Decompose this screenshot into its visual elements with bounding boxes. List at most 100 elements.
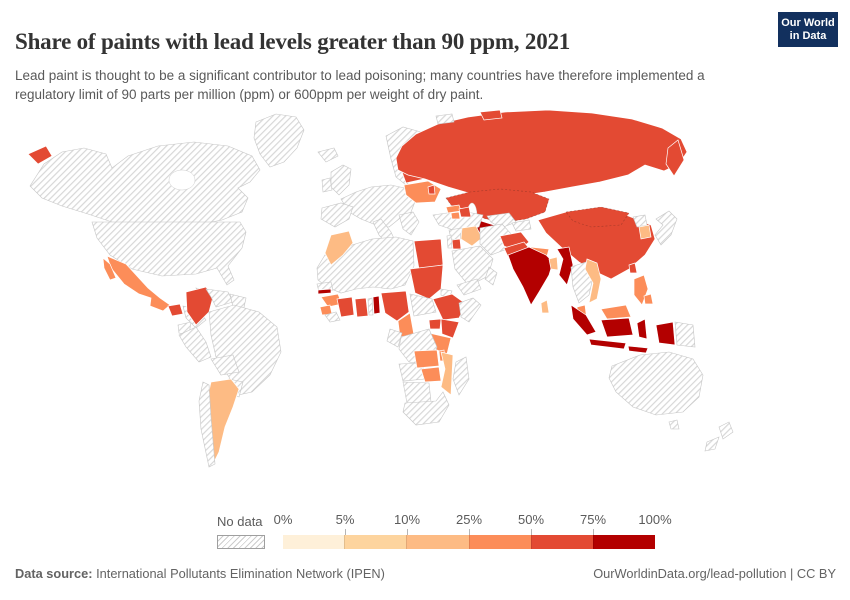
legend-bin-75-100[interactable] xyxy=(592,535,656,549)
country-uzbekistan[interactable] xyxy=(486,212,517,229)
legend-bin-0-5[interactable] xyxy=(283,535,345,549)
country-gambia[interactable] xyxy=(317,288,332,295)
legend-no-data-swatch[interactable] xyxy=(217,535,265,549)
country-taiwan[interactable] xyxy=(628,262,638,274)
legend-tick-10: 10% xyxy=(393,512,421,527)
country-uganda[interactable] xyxy=(428,318,442,330)
legend-bin-10-25[interactable] xyxy=(406,535,469,549)
country-malaysia-borneo[interactable] xyxy=(600,304,632,320)
country-greenland[interactable] xyxy=(253,113,305,168)
data-source-text: International Pollutants Elimination Net… xyxy=(92,566,385,581)
legend-tick-labels: 0% 5% 10% 25% 50% 75% 100% xyxy=(274,512,672,528)
country-liberia[interactable] xyxy=(324,311,341,323)
country-australia[interactable] xyxy=(608,351,704,416)
country-indonesia-kalimantan[interactable] xyxy=(600,317,634,338)
country-yemen[interactable] xyxy=(456,278,482,296)
legend-bin-25-50[interactable] xyxy=(468,535,531,549)
country-indonesia-sumatra[interactable] xyxy=(570,304,597,336)
country-papua-new-guinea[interactable] xyxy=(674,321,696,348)
map-legend: No data 0% 5% 10% 25% 50% 75% 100% xyxy=(0,510,850,556)
country-india[interactable] xyxy=(507,246,554,306)
country-mexico[interactable] xyxy=(106,255,171,312)
region-svalbard[interactable] xyxy=(435,113,455,125)
country-oman[interactable] xyxy=(484,266,498,286)
country-zambia[interactable] xyxy=(413,349,440,369)
country-philippines-south[interactable] xyxy=(643,293,654,305)
country-myanmar[interactable] xyxy=(556,246,574,286)
region-balkans[interactable] xyxy=(398,211,420,236)
country-morocco[interactable] xyxy=(324,230,354,266)
legend-tick-25: 25% xyxy=(455,512,483,527)
country-cote-divoire[interactable] xyxy=(336,296,355,318)
country-chile[interactable] xyxy=(198,381,216,468)
country-zimbabwe[interactable] xyxy=(420,366,442,383)
footer-separator: | xyxy=(786,566,797,581)
legend-tick-100: 100% xyxy=(638,512,672,527)
country-japan[interactable] xyxy=(654,210,678,246)
owid-logo[interactable]: Our World in Data xyxy=(778,12,838,48)
license-label[interactable]: CC BY xyxy=(796,566,836,581)
country-mozambique[interactable] xyxy=(440,351,454,396)
region-iberia[interactable] xyxy=(320,202,354,228)
legend-tick-50: 50% xyxy=(517,512,545,527)
country-indonesia-sulawesi[interactable] xyxy=(636,318,648,340)
country-iceland[interactable] xyxy=(317,147,339,163)
country-australia-tasmania[interactable] xyxy=(668,419,680,430)
country-canada[interactable] xyxy=(29,141,261,228)
country-vietnam[interactable] xyxy=(584,258,602,304)
country-united-states[interactable] xyxy=(91,221,247,286)
region-car-south-sudan[interactable] xyxy=(409,293,437,317)
country-new-zealand-south[interactable] xyxy=(704,436,720,452)
country-azerbaijan[interactable] xyxy=(458,206,472,218)
country-moldova[interactable] xyxy=(427,184,436,195)
country-armenia[interactable] xyxy=(450,211,461,220)
country-indonesia-java[interactable] xyxy=(588,338,627,350)
country-peru[interactable] xyxy=(178,326,212,363)
owid-logo-line1: Our World xyxy=(781,17,835,29)
country-guatemala[interactable] xyxy=(167,303,184,317)
country-sudan[interactable] xyxy=(409,264,444,300)
region-kyrgyzstan-tajikistan[interactable] xyxy=(511,219,532,232)
country-iraq[interactable] xyxy=(460,225,483,247)
country-russia-chukotka[interactable] xyxy=(27,145,53,165)
region-namibia-botswana[interactable] xyxy=(402,381,432,404)
country-egypt[interactable] xyxy=(413,238,444,270)
chart-subtitle: Lead paint is thought to be a significan… xyxy=(15,67,705,103)
country-south-africa[interactable] xyxy=(402,391,450,426)
country-nigeria[interactable] xyxy=(380,290,410,322)
owid-link[interactable]: OurWorldinData.org/lead-pollution xyxy=(593,566,787,581)
country-sri-lanka[interactable] xyxy=(540,299,550,314)
region-mainland-europe[interactable] xyxy=(340,184,417,228)
country-togo[interactable] xyxy=(367,297,374,316)
country-indonesia-lesser-sunda[interactable] xyxy=(627,345,649,354)
country-ghana[interactable] xyxy=(354,297,369,318)
legend-color-bar[interactable] xyxy=(283,535,656,549)
country-united-kingdom[interactable] xyxy=(330,164,352,196)
country-jordan[interactable] xyxy=(451,238,462,250)
world-map xyxy=(27,109,734,468)
footer-credits: OurWorldinData.org/lead-pollution | CC B… xyxy=(593,566,836,581)
country-kenya[interactable] xyxy=(440,318,460,339)
country-mongolia[interactable] xyxy=(565,206,630,228)
legend-bin-5-10[interactable] xyxy=(344,535,407,549)
owid-logo-line2: in Data xyxy=(789,30,827,43)
owid-logo-box: Our World in Data xyxy=(778,12,838,48)
country-ireland[interactable] xyxy=(321,177,333,193)
region-gabon-congo[interactable] xyxy=(386,328,403,348)
country-venezuela[interactable] xyxy=(205,288,234,308)
country-somalia[interactable] xyxy=(458,297,482,323)
country-russia-arctic-island[interactable] xyxy=(479,109,503,121)
country-mexico-baja[interactable] xyxy=(102,257,117,281)
legend-bin-50-75[interactable] xyxy=(530,535,593,549)
country-madagascar[interactable] xyxy=(452,356,470,396)
country-benin[interactable] xyxy=(372,295,381,315)
country-new-zealand-north[interactable] xyxy=(718,421,734,440)
country-russia-kamchatka[interactable] xyxy=(665,139,685,177)
country-indonesia-papua[interactable] xyxy=(655,321,676,346)
country-north-korea[interactable] xyxy=(632,214,648,228)
country-south-korea[interactable] xyxy=(638,224,652,240)
country-israel[interactable] xyxy=(446,234,453,249)
country-bangladesh[interactable] xyxy=(548,256,559,271)
country-bolivia[interactable] xyxy=(210,354,240,376)
